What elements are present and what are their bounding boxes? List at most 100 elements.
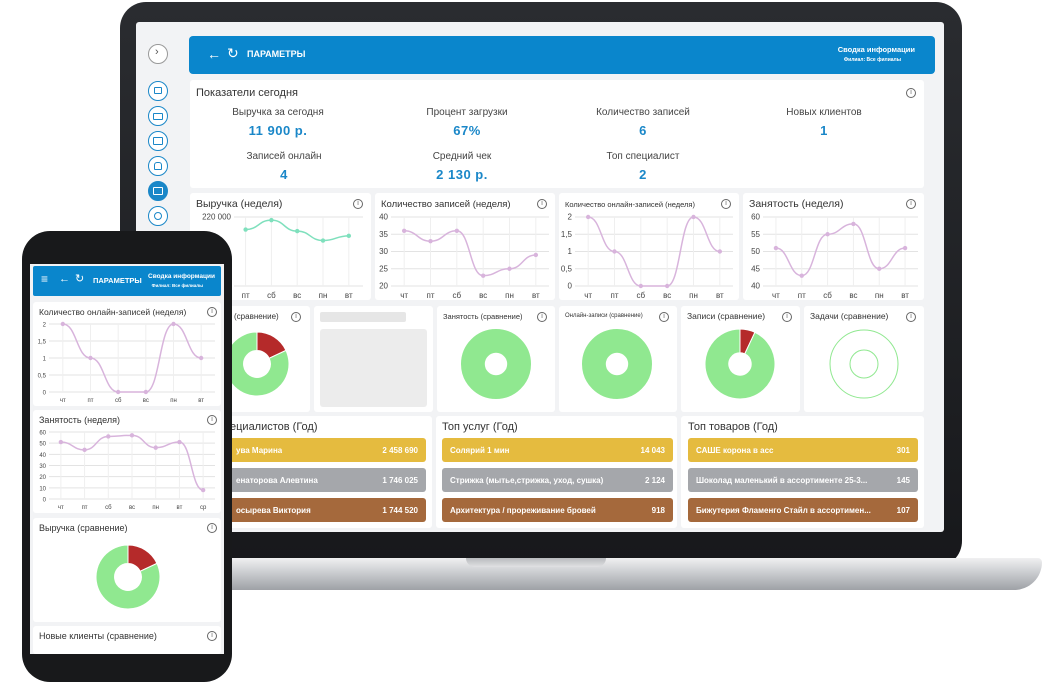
x-tick-label: пн [689, 291, 698, 300]
data-point [799, 273, 804, 278]
chart-title: Онлайн-записи (сравнение) [565, 313, 643, 319]
data-point [401, 228, 407, 233]
info-icon[interactable]: i [207, 307, 217, 317]
data-point [269, 217, 274, 223]
online-line-chart: 2 1,5 1 0,5 0 чт пт сб вс пн вт [561, 213, 733, 300]
kpi-label: Выручка за сегодня [232, 107, 324, 118]
y-tick-label: 1,5 [38, 340, 47, 346]
sidebar-home-button[interactable] [148, 156, 168, 176]
info-icon[interactable]: i [782, 312, 792, 322]
x-tick-label: вс [849, 291, 857, 300]
sidebar-wallet-button[interactable] [148, 131, 168, 151]
menu-icon[interactable]: ≡ [41, 272, 49, 286]
x-tick-label: сб [823, 291, 832, 300]
y-tick-label: 25 [379, 264, 388, 273]
sidebar-calendar-button[interactable] [148, 81, 168, 101]
goods-row[interactable]: Бижутерия Фламенго Стайл в ассортимен...… [688, 498, 918, 522]
specialist-row[interactable]: ува Марина 2 458 690 [196, 438, 426, 462]
x-tick-label: сб [115, 398, 122, 404]
info-icon[interactable]: i [659, 312, 669, 322]
top-specialists-title: ециалистов (Год) [230, 421, 318, 433]
data-point [106, 434, 111, 439]
phone-revenue-compare-panel: Выручка (сравнение) i [33, 518, 221, 622]
refresh-icon[interactable]: ↻ [75, 273, 85, 285]
sidebar-list-button[interactable] [148, 206, 168, 226]
info-icon[interactable]: i [207, 523, 217, 533]
data-point [825, 232, 830, 237]
info-icon[interactable]: i [721, 199, 731, 209]
y-tick-label: 40 [751, 282, 760, 291]
x-tick-label: пн [170, 398, 177, 404]
kpi-panel: Показатели сегодня i Выручка за сегодня … [190, 80, 924, 188]
skeleton-title [320, 312, 406, 322]
service-row[interactable]: Стрижка (мытье,стрижка, уход, сушка) 2 12… [442, 468, 673, 492]
pie-slice [581, 328, 653, 400]
branch-filter[interactable]: Филиал: Все филиалы [843, 57, 901, 63]
phone-revenue-donut [95, 544, 161, 610]
info-icon[interactable]: i [537, 312, 547, 322]
y-tick-label: 50 [751, 247, 760, 256]
y-tick-label: 2 [568, 213, 573, 222]
wallet-icon [153, 137, 163, 145]
y-tick-label: 0 [43, 498, 47, 504]
service-row[interactable]: Солярий 1 мин 14 043 [442, 438, 673, 462]
data-point [88, 355, 93, 361]
row-name: осырева Виктория [236, 506, 311, 515]
sidebar-dashboard-button[interactable] [148, 181, 168, 201]
summary-title[interactable]: Сводка информации [148, 273, 215, 280]
back-arrow-icon[interactable]: ← [59, 273, 70, 285]
kpi-label: Средний чек [432, 151, 492, 162]
x-tick-label: пт [82, 505, 88, 511]
refresh-icon[interactable]: ↻ [227, 45, 239, 61]
y-tick-label: 2 [43, 323, 47, 329]
x-tick-label: вс [129, 505, 135, 511]
revenue-donut [224, 331, 290, 397]
x-tick-label: сб [267, 291, 276, 300]
y-tick-label: 10 [39, 486, 46, 492]
kpi-panel-title: Показатели сегодня [196, 87, 298, 99]
info-icon[interactable]: i [207, 631, 217, 641]
list-icon [154, 212, 162, 220]
data-point [346, 233, 352, 239]
data-point [612, 249, 617, 254]
x-tick-label: чт [400, 291, 408, 300]
pie-slice [224, 331, 290, 397]
goods-row[interactable]: Шоколад маленький в ассортименте 25-3...… [688, 468, 918, 492]
data-point [58, 439, 64, 445]
info-icon[interactable]: i [906, 199, 916, 209]
kpi-label: Новых клиентов [786, 107, 862, 118]
x-tick-label: пн [319, 291, 328, 300]
chart-title: Количество онлайн-записей (неделя) [565, 200, 695, 209]
branch-filter[interactable]: Филиал: Все филиалы [151, 283, 203, 288]
info-icon[interactable]: i [906, 88, 916, 98]
specialist-row[interactable]: осырева Виктория 1 744 520 [196, 498, 426, 522]
info-icon[interactable]: i [291, 312, 301, 322]
summary-title[interactable]: Сводка информации [837, 45, 915, 54]
sidebar-collapse-button[interactable]: › [148, 44, 168, 64]
info-icon[interactable]: i [353, 199, 363, 209]
back-arrow-icon[interactable]: ← [207, 46, 221, 62]
x-tick-label: пт [611, 291, 619, 300]
top-services-panel: Топ услуг (Год) Солярий 1 мин 14 043 Стри… [436, 416, 677, 528]
service-row[interactable]: Архитектура / прореживание бровей 918 [442, 498, 673, 522]
data-point [717, 249, 723, 254]
info-icon[interactable]: i [537, 199, 547, 209]
row-value: 301 [896, 446, 910, 455]
data-point [320, 238, 326, 243]
info-icon[interactable]: i [207, 415, 217, 425]
data-point [198, 355, 204, 361]
x-tick-label: ср [200, 505, 207, 511]
x-tick-label: сб [637, 291, 646, 300]
x-tick-label: чт [584, 291, 592, 300]
goods-row[interactable]: САШЕ корона в асс 301 [688, 438, 918, 462]
specialist-row[interactable]: енаторова Алевтина 1 746 025 [196, 468, 426, 492]
y-tick-label: 35 [379, 230, 388, 239]
y-tick-label: 20 [39, 475, 46, 481]
sidebar-folder-button[interactable] [148, 106, 168, 126]
x-tick-label: чт [60, 398, 66, 404]
x-tick-label: пн [875, 291, 884, 300]
info-icon[interactable]: i [906, 312, 916, 322]
data-point [664, 283, 670, 289]
x-tick-label: сб [453, 291, 462, 300]
chart-title: Количество записей (неделя) [381, 199, 511, 210]
